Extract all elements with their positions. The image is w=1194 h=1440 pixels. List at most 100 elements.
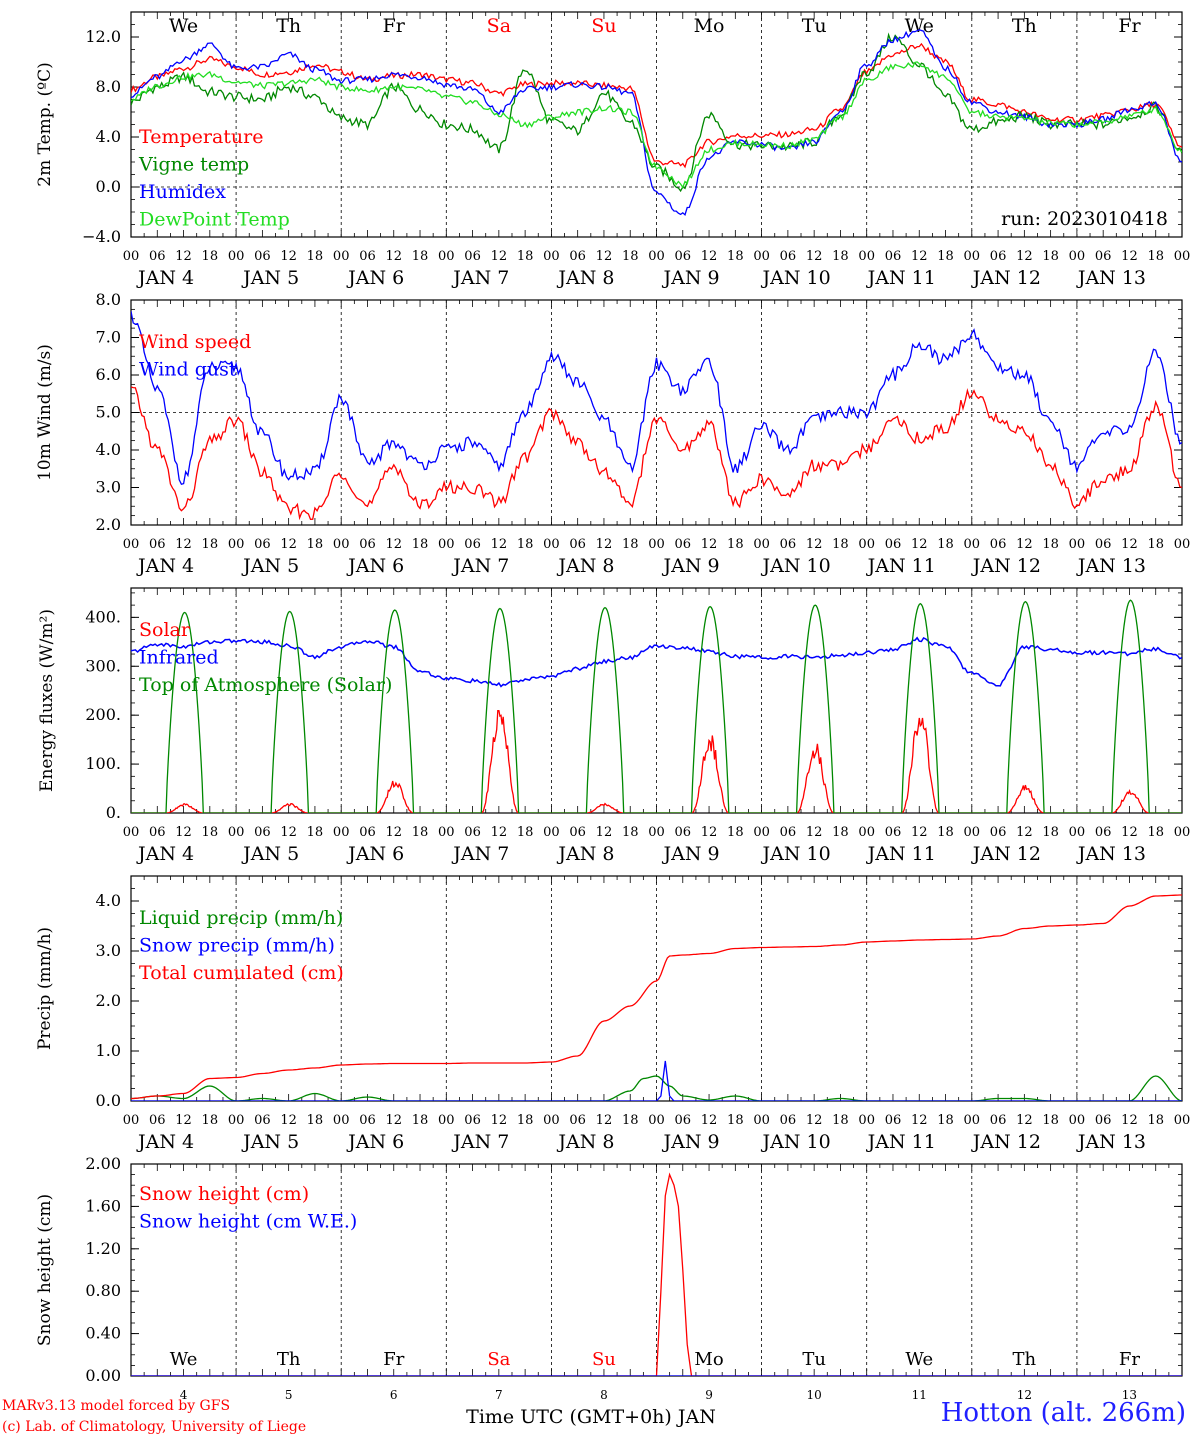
x-hour-label: 06 bbox=[569, 249, 586, 264]
weekday-label: Su bbox=[592, 1349, 616, 1370]
x-hour-label: 18 bbox=[937, 1113, 954, 1128]
x-hour-label: 18 bbox=[202, 249, 219, 264]
x-hour-label: 12 bbox=[491, 1113, 508, 1128]
y-tick-label: 8.0 bbox=[96, 77, 121, 96]
x-hour-label: 12 bbox=[175, 1113, 192, 1128]
x-hour-label: 00 bbox=[753, 537, 770, 552]
x-day-label: JAN 6 bbox=[346, 555, 404, 577]
x-hour-label: 00 bbox=[858, 249, 875, 264]
y-tick-label: 0.0 bbox=[96, 177, 121, 196]
x-hour-label: 12 bbox=[491, 825, 508, 840]
x-hour-label: 00 bbox=[438, 1113, 455, 1128]
x-hour-label: 06 bbox=[885, 1113, 902, 1128]
panel-2: 2.0 3.0 4.0 5.0 6.0 7.0 8.0 10m Wind (m/s) 00 06 1… bbox=[35, 290, 1190, 577]
x-day-label: JAN 12 bbox=[971, 555, 1041, 577]
y-tick-label: 2.0 bbox=[96, 515, 121, 534]
x-day-number: 11 bbox=[912, 1388, 927, 1402]
y-tick-label: 200. bbox=[85, 705, 121, 724]
x-hour-label: 00 bbox=[964, 249, 981, 264]
x-hour-label: 12 bbox=[491, 537, 508, 552]
y-tick-label: 0.0 bbox=[96, 1091, 121, 1110]
x-day-number: 12 bbox=[1017, 1388, 1032, 1402]
weekday-label: We bbox=[905, 1349, 933, 1370]
y-tick-label: 300. bbox=[85, 656, 121, 675]
legend-entry: Snow height (cm) bbox=[139, 1183, 309, 1205]
x-hour-label: 06 bbox=[990, 825, 1007, 840]
x-hour-label: 00 bbox=[543, 825, 560, 840]
y-tick-label: 12.0 bbox=[85, 27, 121, 46]
x-hour-label: 18 bbox=[307, 537, 324, 552]
x-hour-label: 00 bbox=[543, 249, 560, 264]
x-hour-label: 12 bbox=[1016, 1113, 1033, 1128]
x-hour-label: 18 bbox=[517, 1113, 534, 1128]
x-day-label: JAN 9 bbox=[661, 267, 719, 289]
x-day-label: JAN 10 bbox=[761, 555, 831, 577]
weekday-label: Th bbox=[1013, 1349, 1037, 1370]
x-hour-label: 00 bbox=[964, 537, 981, 552]
weekday-label: Fr bbox=[1118, 15, 1141, 37]
x-hour-label: 12 bbox=[1121, 825, 1138, 840]
x-hour-label: 06 bbox=[464, 537, 481, 552]
x-hour-label: 00 bbox=[333, 537, 350, 552]
panel-5: 0.00 0.40 0.80 1.20 1.60 2.00 Snow height (cm)… bbox=[35, 1154, 1183, 1428]
x-hour-label: 18 bbox=[622, 1113, 639, 1128]
x-day-label: JAN 10 bbox=[761, 267, 831, 289]
x-hour-label: 18 bbox=[202, 537, 219, 552]
y-tick-label: 400. bbox=[85, 607, 121, 626]
x-hour-label: 18 bbox=[727, 537, 744, 552]
series-line-total-cumulated-cm bbox=[131, 894, 1182, 1100]
x-hour-label: 12 bbox=[1016, 537, 1033, 552]
series-line-vigne-temp bbox=[131, 32, 1182, 193]
legend-entry: DewPoint Temp bbox=[139, 209, 290, 231]
x-hour-label: 06 bbox=[464, 1113, 481, 1128]
x-hour-label: 06 bbox=[1095, 1113, 1112, 1128]
y-tick-label: 100. bbox=[85, 754, 121, 773]
x-day-label: JAN 11 bbox=[866, 843, 936, 865]
x-hour-label: 06 bbox=[780, 249, 797, 264]
x-hour-label: 06 bbox=[254, 249, 271, 264]
x-hour-label: 18 bbox=[937, 249, 954, 264]
x-hour-label: 12 bbox=[385, 537, 402, 552]
x-day-label: JAN 5 bbox=[241, 1131, 299, 1153]
x-hour-label: 06 bbox=[1095, 825, 1112, 840]
x-hour-label: 00 bbox=[753, 249, 770, 264]
x-hour-label: 00 bbox=[123, 537, 140, 552]
series-line-top-of-atmosphere-solar bbox=[131, 599, 1182, 813]
model-note: MARv3.13 model forced by GFS bbox=[2, 1398, 231, 1414]
x-day-label: JAN 8 bbox=[556, 267, 614, 289]
x-hour-label: 12 bbox=[911, 537, 928, 552]
x-hour-label: 18 bbox=[622, 825, 639, 840]
x-hour-label: 18 bbox=[1042, 249, 1059, 264]
x-hour-label: 18 bbox=[832, 249, 849, 264]
x-hour-label: 18 bbox=[202, 1113, 219, 1128]
x-hour-label: 00 bbox=[438, 825, 455, 840]
x-hour-label: 00 bbox=[964, 825, 981, 840]
x-hour-label: 12 bbox=[596, 249, 613, 264]
x-day-label: JAN 8 bbox=[556, 843, 614, 865]
legend-entry: Temperature bbox=[139, 126, 263, 148]
x-hour-label: 06 bbox=[675, 537, 692, 552]
x-day-number: 6 bbox=[390, 1388, 398, 1402]
weekday-label: Su bbox=[591, 15, 616, 37]
x-hour-label: 18 bbox=[1042, 825, 1059, 840]
y-tick-label: 5.0 bbox=[96, 403, 121, 422]
x-hour-label: 00 bbox=[964, 1113, 981, 1128]
y-tick-label: 0. bbox=[106, 803, 121, 822]
x-day-label: JAN 13 bbox=[1076, 555, 1146, 577]
x-hour-label: 06 bbox=[149, 249, 166, 264]
x-hour-label: 06 bbox=[675, 1113, 692, 1128]
series-line-dewpoint-temp bbox=[131, 61, 1182, 189]
x-hour-label: 00 bbox=[648, 825, 665, 840]
x-day-label: JAN 5 bbox=[241, 267, 299, 289]
x-hour-label: 00 bbox=[228, 825, 245, 840]
x-day-label: JAN 13 bbox=[1076, 1131, 1146, 1153]
x-day-label: JAN 9 bbox=[661, 843, 719, 865]
plot-frame bbox=[130, 11, 1183, 238]
x-hour-label: 00 bbox=[123, 825, 140, 840]
x-hour-label: 06 bbox=[254, 825, 271, 840]
x-day-label: JAN 7 bbox=[451, 267, 509, 289]
x-day-label: JAN 4 bbox=[136, 555, 194, 577]
x-day-label: JAN 13 bbox=[1076, 843, 1146, 865]
x-hour-label: 06 bbox=[149, 825, 166, 840]
